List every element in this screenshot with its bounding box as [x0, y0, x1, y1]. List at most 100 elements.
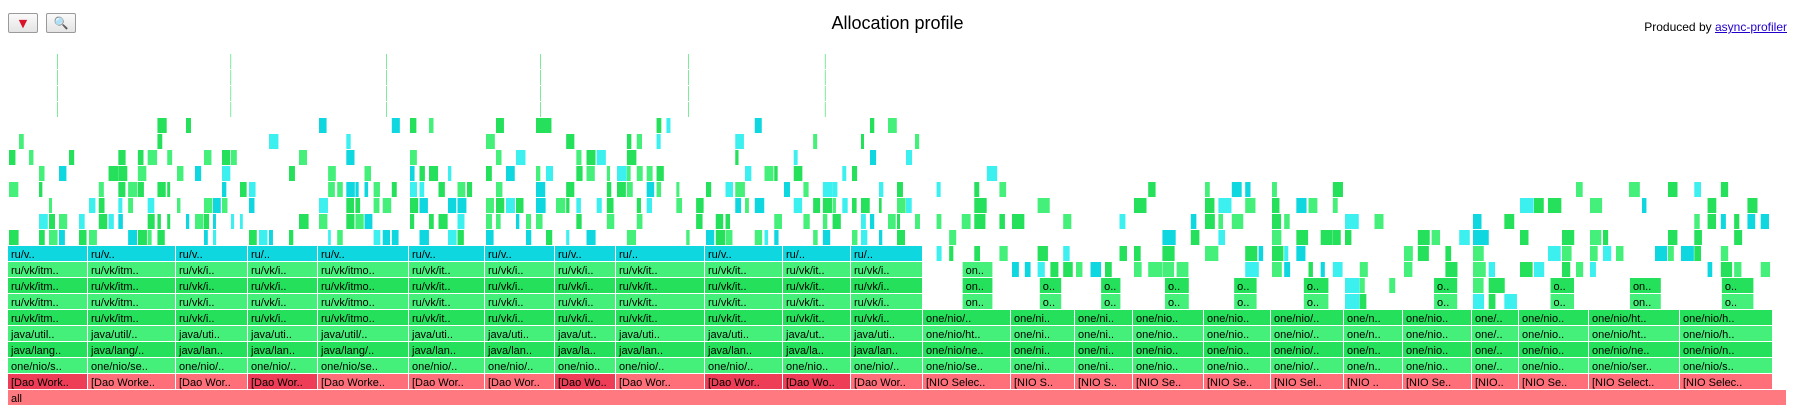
- frame-method-small[interactable]: [888, 214, 896, 229]
- frame-method-small[interactable]: [1218, 230, 1226, 245]
- frame-method[interactable]: on..: [962, 262, 993, 277]
- frame-spike[interactable]: [57, 54, 58, 69]
- frame-method[interactable]: ru/vk/i..: [485, 262, 554, 277]
- frame-method[interactable]: ru/vk/i..: [176, 310, 247, 325]
- frame-method-small[interactable]: [1134, 198, 1147, 213]
- frame-method-small[interactable]: [157, 134, 163, 149]
- frame-method-small[interactable]: [1284, 262, 1291, 277]
- frame-method[interactable]: java/ut..: [783, 326, 850, 341]
- frame-method-small[interactable]: [319, 214, 328, 229]
- frame-method-small[interactable]: [1205, 246, 1219, 261]
- frame-method-small[interactable]: [1473, 262, 1486, 277]
- frame-method-small[interactable]: [49, 230, 58, 245]
- frame-method-small[interactable]: [204, 230, 208, 245]
- frame-method-small[interactable]: [725, 182, 734, 197]
- frame-thread[interactable]: [NIO Sel..: [1271, 374, 1343, 389]
- frame-method-small[interactable]: [636, 214, 643, 229]
- frame-method-small[interactable]: [448, 230, 457, 245]
- frame-method[interactable]: one/nio/ne..: [1589, 342, 1679, 357]
- frame-method[interactable]: ru/v..: [318, 246, 408, 261]
- frame-method-small[interactable]: [364, 182, 369, 197]
- frame-method-small[interactable]: [1590, 246, 1598, 261]
- frame-spike[interactable]: [230, 86, 232, 101]
- frame-method-small[interactable]: [852, 198, 857, 213]
- frame-method-small[interactable]: [754, 118, 762, 133]
- frame-method-small[interactable]: [79, 214, 85, 229]
- frame-method-small[interactable]: [147, 150, 158, 165]
- frame-method-small[interactable]: [1076, 262, 1083, 277]
- frame-method[interactable]: one/nio..: [1204, 342, 1270, 357]
- frame-method[interactable]: one/nio..: [1204, 310, 1270, 325]
- frame-method-small[interactable]: [1534, 198, 1544, 213]
- frame-method[interactable]: o..: [1039, 278, 1062, 293]
- frame-method-small[interactable]: [177, 166, 184, 181]
- frame-method-small[interactable]: [391, 118, 400, 133]
- frame-method-small[interactable]: [754, 198, 765, 213]
- frame-method-small[interactable]: [813, 230, 818, 245]
- frame-method-small[interactable]: [656, 134, 661, 149]
- frame-method-small[interactable]: [906, 150, 913, 165]
- frame-method-small[interactable]: [346, 134, 351, 149]
- frame-method-small[interactable]: [1694, 246, 1702, 261]
- frame-method[interactable]: one/nio/..: [1271, 358, 1343, 373]
- frame-method-small[interactable]: [1296, 246, 1306, 261]
- frame-method-small[interactable]: [1148, 182, 1156, 197]
- frame-method-small[interactable]: [1694, 214, 1700, 229]
- frame-method-small[interactable]: [49, 214, 55, 229]
- frame-spike[interactable]: [824, 86, 826, 101]
- frame-method-small[interactable]: [735, 182, 745, 197]
- frame-method-small[interactable]: [656, 166, 664, 181]
- frame-method-small[interactable]: [486, 230, 494, 245]
- frame-method-small[interactable]: [1642, 198, 1647, 213]
- frame-method-small[interactable]: [373, 230, 381, 245]
- frame-method[interactable]: one/nio/s..: [8, 358, 87, 373]
- frame-method-small[interactable]: [793, 166, 803, 181]
- frame-method-small[interactable]: [167, 214, 171, 229]
- frame-method-small[interactable]: [1190, 214, 1197, 229]
- frame-method-small[interactable]: [706, 230, 715, 245]
- frame-method-small[interactable]: [576, 214, 582, 229]
- frame-method-small[interactable]: [1734, 262, 1742, 277]
- frame-method[interactable]: java/lan..: [176, 342, 247, 357]
- frame-method[interactable]: one/nio..: [1403, 326, 1471, 341]
- frame-method-small[interactable]: [1205, 214, 1215, 229]
- frame-method-small[interactable]: [974, 214, 986, 229]
- frame-method-small[interactable]: [1050, 262, 1059, 277]
- frame-method-small[interactable]: [1473, 214, 1482, 229]
- frame-method-small[interactable]: [118, 150, 126, 165]
- frame-method-small[interactable]: [842, 198, 848, 213]
- frame-method[interactable]: one/ni..: [1075, 326, 1132, 341]
- frame-method-small[interactable]: [410, 118, 417, 133]
- frame-spike[interactable]: [688, 54, 689, 69]
- frame-method[interactable]: one/nio/..: [1271, 326, 1343, 341]
- frame-method-small[interactable]: [813, 134, 818, 149]
- frame-method-small[interactable]: [861, 134, 864, 149]
- frame-method-small[interactable]: [888, 118, 897, 133]
- frame-method[interactable]: ru/vk/i..: [248, 262, 317, 277]
- frame-method-small[interactable]: [1374, 214, 1384, 229]
- frame-method-small[interactable]: [1504, 214, 1515, 229]
- frame-method[interactable]: one/n..: [1344, 342, 1402, 357]
- frame-method-small[interactable]: [410, 150, 417, 165]
- frame-method-small[interactable]: [391, 230, 399, 245]
- frame-method[interactable]: one/..: [1472, 342, 1518, 357]
- frame-method[interactable]: o..: [1550, 294, 1575, 309]
- frame-method-small[interactable]: [410, 214, 415, 229]
- frame-method-small[interactable]: [231, 150, 237, 165]
- frame-method-small[interactable]: [1459, 230, 1470, 245]
- frame-method[interactable]: ru/vk/it..: [705, 262, 782, 277]
- frame-method-small[interactable]: [999, 182, 1007, 197]
- frame-method-small[interactable]: [774, 214, 782, 229]
- frame-method[interactable]: java/util/..: [88, 326, 175, 341]
- frame-method[interactable]: java/lan..: [409, 342, 484, 357]
- frame-method-small[interactable]: [1320, 262, 1325, 277]
- frame-method-small[interactable]: [576, 150, 582, 165]
- frame-method[interactable]: one/..: [1472, 310, 1518, 325]
- frame-method-small[interactable]: [974, 246, 981, 261]
- frame-method-small[interactable]: [346, 214, 355, 229]
- frame-method-small[interactable]: [346, 150, 355, 165]
- frame-method-small[interactable]: [89, 230, 97, 245]
- frame-method-small[interactable]: [676, 182, 680, 197]
- frame-method[interactable]: ru/vk/i..: [555, 262, 615, 277]
- frame-method[interactable]: o..: [1721, 294, 1754, 309]
